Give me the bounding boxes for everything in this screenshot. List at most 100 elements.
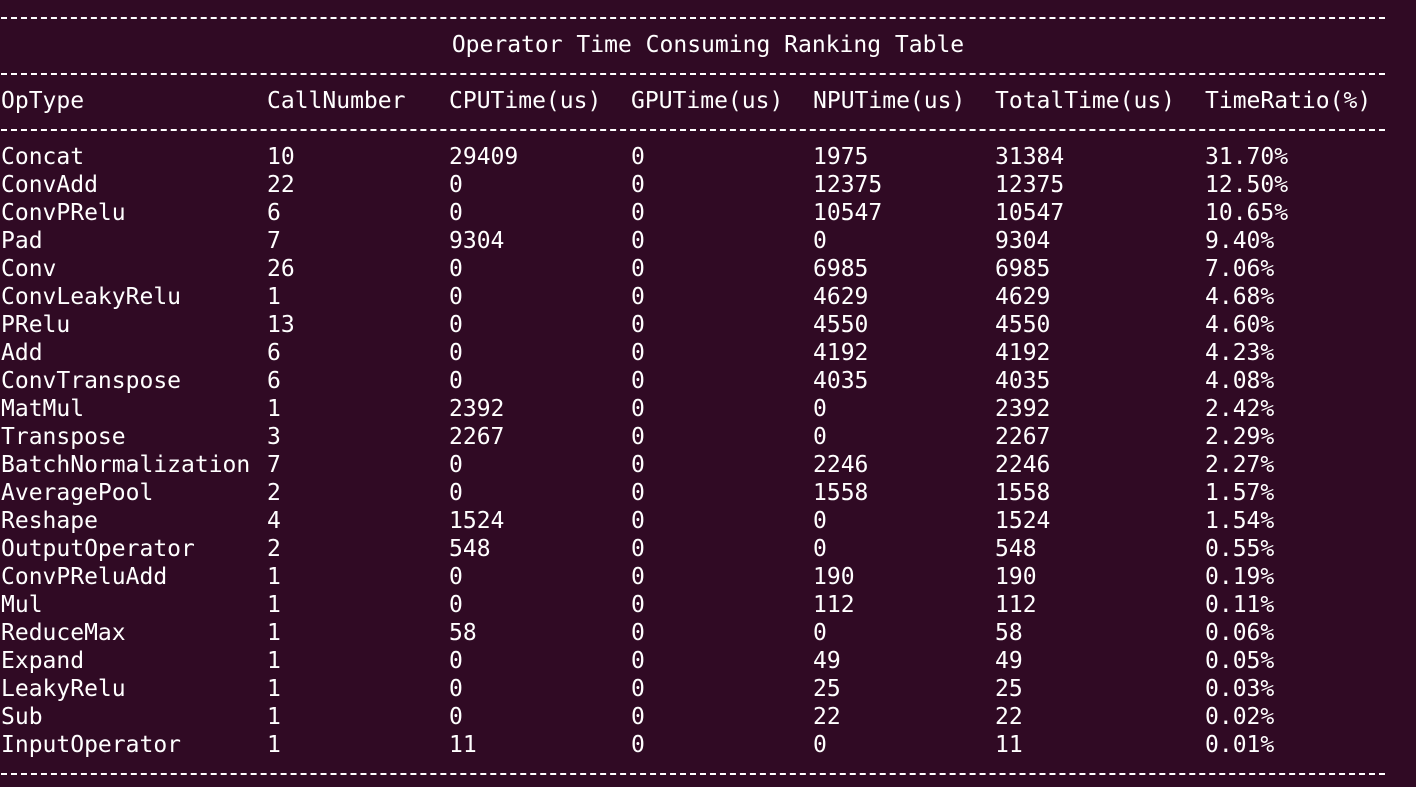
cell-totaltime: 11	[995, 732, 1023, 758]
cell-gputime: 0	[631, 676, 645, 702]
cell-nputime: 0	[813, 536, 827, 562]
cell-nputime: 4192	[813, 340, 869, 366]
cell-timeratio: 4.08%	[1205, 368, 1275, 394]
cell-nputime: 4035	[813, 368, 869, 394]
cell-callnumber: 1	[267, 676, 281, 702]
cell-totaltime: 190	[995, 564, 1037, 590]
cell-optype: Reshape	[1, 508, 98, 534]
cell-gputime: 0	[631, 648, 645, 674]
cell-optype: ConvAdd	[1, 172, 98, 198]
cell-nputime: 22	[813, 704, 841, 730]
cell-callnumber: 6	[267, 368, 281, 394]
cell-cputime: 0	[449, 648, 463, 674]
cell-callnumber: 7	[267, 452, 281, 478]
cell-totaltime: 58	[995, 620, 1023, 646]
header-cputime: CPUTime(us)	[449, 88, 602, 114]
cell-callnumber: 2	[267, 536, 281, 562]
header-callnumber: CallNumber	[267, 88, 406, 114]
cell-callnumber: 1	[267, 732, 281, 758]
cell-timeratio: 4.23%	[1205, 340, 1275, 366]
table-separator-title	[1, 73, 1385, 75]
cell-callnumber: 22	[267, 172, 295, 198]
header-gputime: GPUTime(us)	[631, 88, 784, 114]
cell-optype: ConvPReluAdd	[1, 564, 168, 590]
cell-cputime: 29409	[449, 144, 519, 170]
cell-nputime: 0	[813, 396, 827, 422]
cell-callnumber: 1	[267, 620, 281, 646]
cell-cputime: 0	[449, 368, 463, 394]
cell-cputime: 0	[449, 284, 463, 310]
cell-cputime: 0	[449, 704, 463, 730]
header-totaltime: TotalTime(us)	[995, 88, 1176, 114]
cell-nputime: 0	[813, 620, 827, 646]
cell-optype: PRelu	[1, 312, 71, 338]
cell-cputime: 0	[449, 200, 463, 226]
cell-callnumber: 1	[267, 704, 281, 730]
table-separator-bottom	[1, 773, 1385, 775]
cell-timeratio: 12.50%	[1205, 172, 1289, 198]
cell-timeratio: 2.29%	[1205, 424, 1275, 450]
cell-optype: ConvPRelu	[1, 200, 126, 226]
cell-gputime: 0	[631, 620, 645, 646]
cell-optype: Concat	[1, 144, 85, 170]
cell-totaltime: 25	[995, 676, 1023, 702]
cell-callnumber: 4	[267, 508, 281, 534]
cell-gputime: 0	[631, 480, 645, 506]
cell-nputime: 2246	[813, 452, 869, 478]
cell-gputime: 0	[631, 228, 645, 254]
cell-timeratio: 1.54%	[1205, 508, 1275, 534]
cell-callnumber: 6	[267, 200, 281, 226]
cell-nputime: 25	[813, 676, 841, 702]
cell-gputime: 0	[631, 200, 645, 226]
cell-nputime: 0	[813, 732, 827, 758]
cell-callnumber: 26	[267, 256, 295, 282]
cell-gputime: 0	[631, 536, 645, 562]
cell-cputime: 0	[449, 312, 463, 338]
cell-timeratio: 9.40%	[1205, 228, 1275, 254]
cell-timeratio: 4.60%	[1205, 312, 1275, 338]
header-nputime: NPUTime(us)	[813, 88, 966, 114]
cell-optype: Mul	[1, 592, 43, 618]
cell-gputime: 0	[631, 284, 645, 310]
cell-totaltime: 4629	[995, 284, 1051, 310]
cell-callnumber: 2	[267, 480, 281, 506]
cell-optype: Transpose	[1, 424, 126, 450]
cell-timeratio: 0.03%	[1205, 676, 1275, 702]
cell-optype: MatMul	[1, 396, 85, 422]
cell-cputime: 11	[449, 732, 477, 758]
cell-gputime: 0	[631, 144, 645, 170]
cell-cputime: 2392	[449, 396, 505, 422]
cell-cputime: 0	[449, 480, 463, 506]
cell-totaltime: 31384	[995, 144, 1065, 170]
cell-timeratio: 31.70%	[1205, 144, 1289, 170]
table-title: Operator Time Consuming Ranking Table	[451, 32, 965, 58]
cell-nputime: 190	[813, 564, 855, 590]
cell-timeratio: 0.55%	[1205, 536, 1275, 562]
cell-gputime: 0	[631, 396, 645, 422]
cell-optype: AveragePool	[1, 480, 154, 506]
cell-nputime: 10547	[813, 200, 883, 226]
cell-timeratio: 0.19%	[1205, 564, 1275, 590]
cell-totaltime: 548	[995, 536, 1037, 562]
cell-cputime: 0	[449, 340, 463, 366]
cell-callnumber: 1	[267, 564, 281, 590]
cell-callnumber: 3	[267, 424, 281, 450]
cell-gputime: 0	[631, 704, 645, 730]
cell-totaltime: 2267	[995, 424, 1051, 450]
cell-nputime: 112	[813, 592, 855, 618]
cell-gputime: 0	[631, 732, 645, 758]
cell-timeratio: 0.02%	[1205, 704, 1275, 730]
cell-optype: ReduceMax	[1, 620, 126, 646]
cell-cputime: 0	[449, 452, 463, 478]
cell-timeratio: 1.57%	[1205, 480, 1275, 506]
cell-nputime: 1558	[813, 480, 869, 506]
cell-cputime: 0	[449, 592, 463, 618]
cell-callnumber: 13	[267, 312, 295, 338]
cell-nputime: 4550	[813, 312, 869, 338]
cell-optype: Sub	[1, 704, 43, 730]
cell-optype: LeakyRelu	[1, 676, 126, 702]
cell-callnumber: 1	[267, 592, 281, 618]
cell-timeratio: 7.06%	[1205, 256, 1275, 282]
cell-gputime: 0	[631, 424, 645, 450]
cell-totaltime: 6985	[995, 256, 1051, 282]
